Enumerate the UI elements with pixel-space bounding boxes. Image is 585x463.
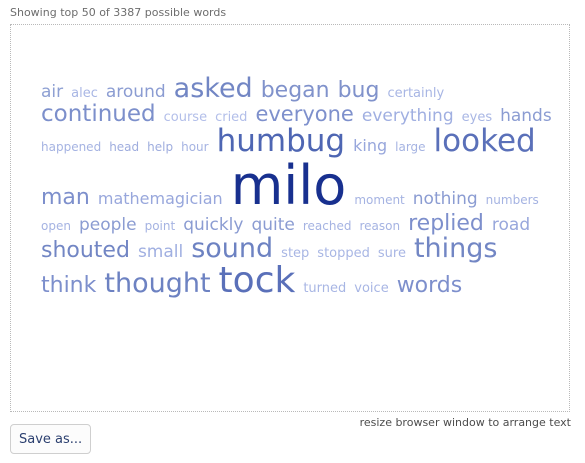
cloud-word[interactable]: voice <box>354 282 388 295</box>
cloud-word[interactable]: cried <box>215 111 247 124</box>
cloud-word[interactable]: replied <box>408 213 484 235</box>
cloud-word[interactable]: words <box>397 275 463 297</box>
cloud-word[interactable]: open <box>41 220 71 232</box>
cloud-word[interactable]: quickly <box>183 217 243 234</box>
save-as-button[interactable]: Save as... <box>10 424 91 454</box>
cloud-word[interactable]: milo <box>231 158 347 213</box>
cloud-word[interactable]: hour <box>181 141 209 153</box>
cloud-word[interactable]: think <box>41 275 96 297</box>
cloud-word[interactable]: happened <box>41 141 101 153</box>
cloud-word[interactable]: sure <box>378 247 406 260</box>
word-cloud-panel: air alec around asked began bug certainly conti… <box>10 24 570 412</box>
cloud-word[interactable]: course <box>164 111 207 124</box>
cloud-word[interactable]: air <box>41 84 63 101</box>
cloud-word[interactable]: humbug <box>217 126 346 158</box>
showing-count-text: Showing top 50 of 3387 possible words <box>10 6 226 19</box>
cloud-word[interactable]: small <box>138 244 183 261</box>
cloud-word[interactable]: nothing <box>413 191 478 208</box>
cloud-word[interactable]: reason <box>359 220 400 232</box>
cloud-word[interactable]: road <box>492 217 530 234</box>
cloud-word[interactable]: mathemagician <box>98 191 223 207</box>
cloud-word[interactable]: alec <box>71 87 98 100</box>
cloud-word[interactable]: sound <box>191 235 273 263</box>
cloud-word[interactable]: numbers <box>486 194 539 206</box>
cloud-word[interactable]: help <box>147 141 173 153</box>
cloud-word[interactable]: began <box>261 80 330 102</box>
cloud-word[interactable]: quite <box>251 217 294 234</box>
cloud-word[interactable]: moment <box>354 194 404 206</box>
cloud-word[interactable]: certainly <box>387 87 444 100</box>
cloud-word[interactable]: head <box>109 141 139 153</box>
cloud-word[interactable]: stopped <box>317 247 370 260</box>
cloud-word[interactable]: man <box>41 187 90 209</box>
cloud-word[interactable]: turned <box>303 282 346 295</box>
cloud-word[interactable]: everyone <box>255 104 353 125</box>
cloud-word[interactable]: tock <box>219 263 296 300</box>
cloud-word[interactable]: king <box>353 138 387 154</box>
cloud-word[interactable]: reached <box>303 220 352 232</box>
word-cloud: air alec around asked began bug certainly conti… <box>41 75 553 299</box>
cloud-word[interactable]: people <box>79 217 137 234</box>
cloud-word[interactable]: continued <box>41 103 156 126</box>
cloud-word[interactable]: things <box>414 235 498 263</box>
resize-hint: resize browser window to arrange text <box>360 416 571 429</box>
cloud-word[interactable]: bug <box>338 80 380 102</box>
cloud-word[interactable]: large <box>395 141 425 153</box>
cloud-word[interactable]: shouted <box>41 240 130 262</box>
cloud-word[interactable]: looked <box>434 126 536 158</box>
cloud-word[interactable]: point <box>145 220 176 232</box>
cloud-word[interactable]: around <box>106 84 166 101</box>
cloud-word[interactable]: asked <box>174 75 253 103</box>
cloud-word[interactable]: thought <box>104 270 210 298</box>
cloud-word[interactable]: eyes <box>462 111 492 124</box>
cloud-word[interactable]: step <box>281 247 309 260</box>
